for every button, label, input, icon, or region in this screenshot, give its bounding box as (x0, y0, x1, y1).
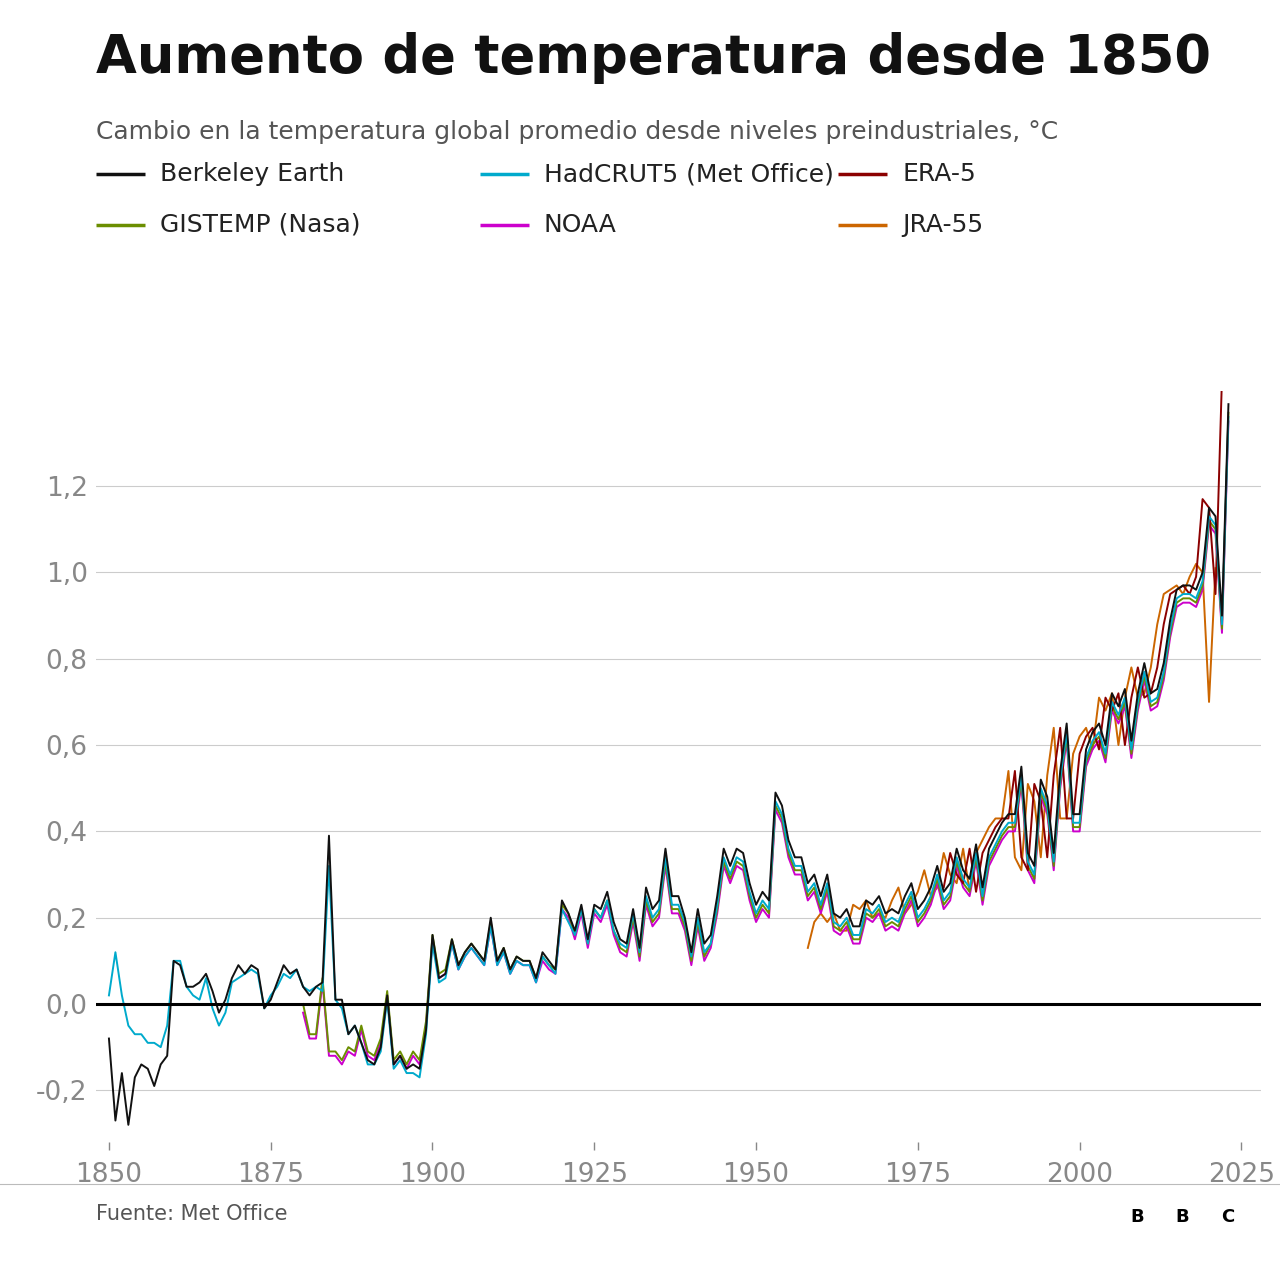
Text: NOAA: NOAA (544, 212, 617, 237)
Bar (1119, 1191, 1157, 1242)
Text: JRA-55: JRA-55 (902, 212, 983, 237)
Bar (1164, 1191, 1202, 1242)
Text: ERA-5: ERA-5 (902, 162, 977, 187)
Text: C: C (1221, 1208, 1234, 1225)
Text: Aumento de temperatura desde 1850: Aumento de temperatura desde 1850 (96, 32, 1211, 83)
Text: HadCRUT5 (Met Office): HadCRUT5 (Met Office) (544, 162, 833, 187)
Text: B: B (1175, 1208, 1189, 1225)
Text: Cambio en la temperatura global promedio desde niveles preindustriales, °C: Cambio en la temperatura global promedio… (96, 120, 1059, 144)
Text: Fuente: Met Office: Fuente: Met Office (96, 1204, 288, 1224)
Text: Berkeley Earth: Berkeley Earth (160, 162, 344, 187)
Bar (1208, 1191, 1247, 1242)
Text: GISTEMP (Nasa): GISTEMP (Nasa) (160, 212, 361, 237)
Text: B: B (1130, 1208, 1144, 1225)
